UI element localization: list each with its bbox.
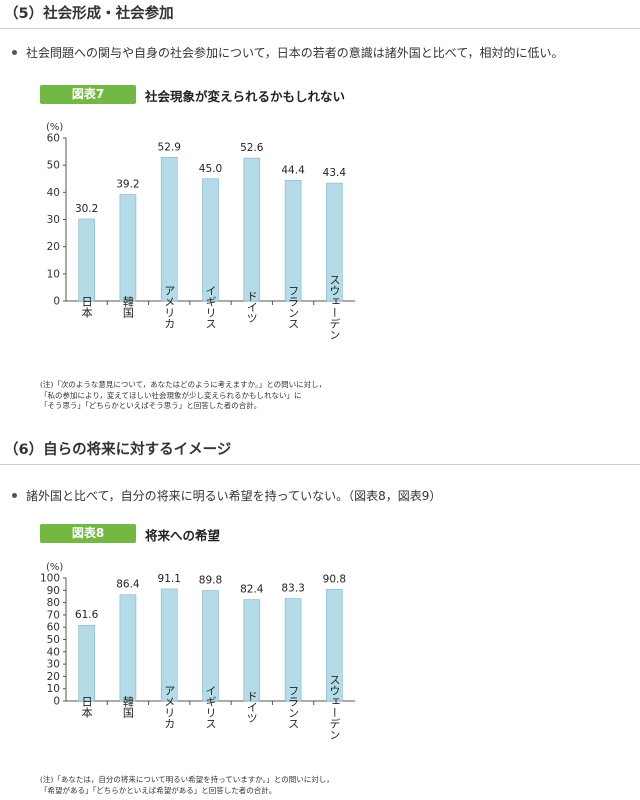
note-line: (注)「次のような意見について，あなたはどのように考えますか。」との問いに対し，	[40, 380, 327, 389]
data-label: 83.3	[281, 583, 304, 595]
data-label: 44.4	[281, 164, 305, 176]
bullet-text: 諸外国と比べて，自分の将来に明るい希望を持っていない。（図表8，図表9）	[12, 487, 636, 504]
bar	[284, 180, 302, 302]
category-label: ドイツ	[245, 291, 258, 324]
bar	[326, 182, 343, 302]
bar	[78, 624, 95, 702]
data-label: 91.1	[158, 573, 181, 585]
data-label: 52.6	[240, 142, 264, 154]
section-heading-5: （5）社会形成・社会参加	[0, 2, 640, 29]
note-line: 「希望がある」「どちらかといえば希望がある」と回答した者の合計。	[40, 785, 277, 795]
y-tick-label: 60	[47, 133, 60, 145]
data-label: 82.4	[240, 584, 264, 596]
data-label: 30.2	[75, 203, 98, 215]
data-label: 90.8	[323, 573, 346, 585]
y-tick-label: 30	[47, 214, 60, 226]
y-tick-label: 90	[47, 585, 60, 597]
bullet-label: 社会問題への関与や自身の社会参加について，日本の若者の意識は諸外国と比べて，相対…	[26, 46, 564, 60]
bullet-label: 諸外国と比べて，自分の将来に明るい希望を持っていない。（図表8，図表9）	[26, 489, 442, 503]
y-tick-label: 10	[47, 268, 60, 280]
note-line: 「そう思う」「どちらかといえばそう思う」と回答した者の合計。	[40, 401, 262, 410]
y-tick-label: 0	[53, 696, 60, 708]
figure-label: 図表7	[40, 85, 136, 104]
y-tick-label: 60	[47, 622, 60, 634]
category-label: アメリカ	[163, 685, 176, 729]
data-label: 43.4	[323, 167, 347, 179]
data-label: 89.8	[199, 575, 222, 587]
bullet-dot	[12, 50, 17, 55]
bar	[78, 218, 95, 302]
category-label: イギリス	[204, 285, 217, 329]
y-tick-label: 50	[47, 634, 60, 646]
data-label: 86.4	[116, 579, 140, 591]
figure-title: 将来への希望	[145, 528, 221, 543]
bar	[284, 598, 302, 702]
y-tick-label: 20	[47, 671, 60, 683]
figure-title: 社会現象が変えられるかもしれない	[145, 89, 346, 104]
bar	[160, 588, 178, 702]
data-label: 45.0	[199, 163, 222, 175]
category-label: ドイツ	[245, 691, 258, 724]
category-label: 日本	[80, 696, 93, 719]
bar	[160, 156, 178, 302]
bar	[243, 157, 261, 302]
bullet-dot	[12, 493, 17, 498]
bullet-text: 社会問題への関与や自身の社会参加について，日本の若者の意識は諸外国と比べて，相対…	[12, 44, 636, 61]
y-tick-label: 100	[40, 573, 60, 585]
section-heading-6: （6）自らの将来に対するイメージ	[0, 438, 640, 465]
figure-note-2: (注)「あなたは，自分の将来について明るい希望を持っていますか。」との問いに対し…	[40, 775, 334, 796]
y-axis-unit-label: (%)	[46, 562, 63, 573]
bar	[119, 194, 137, 302]
y-tick-label: 10	[47, 683, 60, 695]
figure-label: 図表8	[40, 524, 136, 543]
y-tick-label: 40	[47, 187, 60, 199]
y-axis-unit-label: (%)	[46, 122, 63, 133]
y-tick-label: 40	[47, 646, 60, 658]
y-tick-label: 50	[47, 160, 60, 172]
bar	[243, 599, 261, 702]
bar	[119, 594, 137, 702]
data-label: 52.9	[158, 141, 181, 153]
category-label: フランス	[287, 685, 300, 729]
data-label: 39.2	[116, 179, 139, 191]
bar	[202, 590, 219, 702]
y-tick-label: 70	[47, 609, 60, 621]
category-label: アメリカ	[163, 285, 176, 329]
bar-chart-1: (%) 0 10 20 30 40 50 60 30.2 日本 39.2 韓国 52.9 アメリカ 45.0…	[46, 122, 355, 340]
note-line: (注)「あなたは，自分の将来について明るい希望を持っていますか。」との問いに対し…	[40, 775, 334, 784]
category-label: 韓国	[121, 296, 134, 319]
note-line: 「私の参加により，変えてほしい社会現象が少し変えられるかもしれない」に	[40, 390, 302, 400]
figure-note-1: (注)「次のような意見について，あなたはどのように考えますか。」との問いに対し，…	[40, 380, 326, 412]
y-tick-label: 80	[47, 597, 60, 609]
category-label: 韓国	[121, 696, 134, 719]
y-tick-label: 30	[47, 659, 60, 671]
data-label: 61.6	[75, 609, 99, 621]
category-label: スウェーデン	[328, 674, 341, 740]
category-label: イギリス	[204, 685, 217, 729]
category-label: フランス	[287, 285, 300, 329]
y-tick-label: 0	[53, 296, 60, 308]
bar	[326, 589, 343, 702]
y-tick-label: 20	[47, 241, 60, 253]
category-label: スウェーデン	[328, 274, 341, 340]
bar	[202, 178, 219, 302]
category-label: 日本	[80, 296, 93, 319]
